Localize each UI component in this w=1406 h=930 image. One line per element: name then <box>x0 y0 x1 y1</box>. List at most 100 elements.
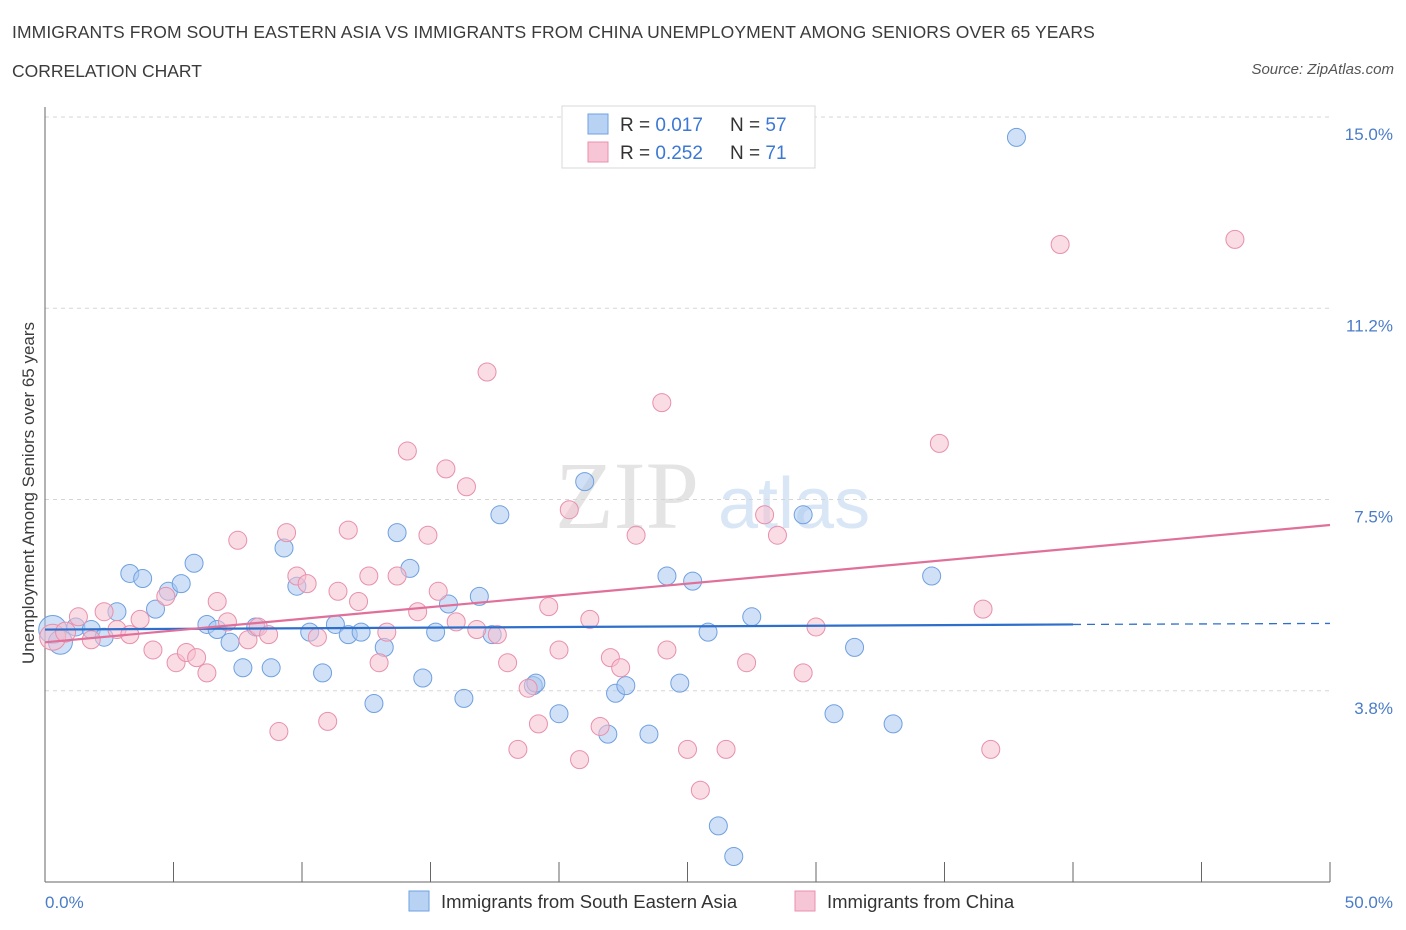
bottom-legend-label-china: Immigrants from China <box>827 891 1015 912</box>
point-sea <box>549 704 569 724</box>
point-china <box>228 530 248 550</box>
point-china <box>68 607 88 627</box>
point-sea <box>184 553 204 573</box>
y-tick-label: 11.2% <box>1346 316 1393 335</box>
point-china <box>269 722 289 742</box>
point-china <box>328 581 348 601</box>
point-china <box>477 362 497 382</box>
point-china <box>1225 229 1245 249</box>
svg-text:R = 0.017: R = 0.017 <box>620 115 703 136</box>
point-sea <box>883 714 903 734</box>
point-china <box>611 658 631 678</box>
point-china <box>580 609 600 629</box>
point-china <box>197 663 217 683</box>
svg-text:N = 71: N = 71 <box>730 143 787 164</box>
point-china <box>755 505 775 525</box>
point-china <box>767 525 787 545</box>
point-china <box>387 566 407 586</box>
legend-r-label-1: R = <box>620 115 655 136</box>
point-china <box>518 678 538 698</box>
point-china <box>678 739 697 759</box>
legend-n-label-1: N = <box>730 115 765 136</box>
point-sea <box>490 505 510 525</box>
source-credit: Source: ZipAtlas.com <box>1251 61 1394 78</box>
point-sea <box>171 574 191 594</box>
point-china <box>549 640 569 660</box>
point-china <box>973 599 993 619</box>
point-china <box>130 609 150 629</box>
point-sea <box>469 586 489 606</box>
point-china <box>559 500 579 520</box>
point-sea <box>845 637 865 657</box>
point-china <box>626 525 646 545</box>
chart-title: IMMIGRANTS FROM SOUTH EASTERN ASIA VS IM… <box>12 22 1095 42</box>
point-china <box>690 780 710 800</box>
point-china <box>498 653 518 673</box>
point-china <box>508 739 528 759</box>
point-china <box>338 520 358 540</box>
trend-line-sea-extension <box>1072 622 1331 626</box>
point-china <box>539 597 559 617</box>
point-sea <box>639 724 659 744</box>
svg-text:N = 57: N = 57 <box>730 115 787 136</box>
point-sea <box>683 571 703 591</box>
x-tick-label-max: 50.0% <box>1345 893 1393 912</box>
x-tick-label-min: 0.0% <box>45 893 84 912</box>
bottom-legend: Immigrants from South Eastern Asia Immig… <box>408 890 1015 912</box>
point-sea <box>575 472 595 492</box>
point-china <box>487 625 507 645</box>
legend-n-value-1: 57 <box>765 115 786 136</box>
legend-n-value-2: 71 <box>765 143 786 164</box>
point-china <box>377 622 397 642</box>
point-china <box>428 581 448 601</box>
point-sea <box>724 847 744 866</box>
point-sea <box>708 816 728 836</box>
y-tick-label: 3.8% <box>1354 699 1393 718</box>
point-sea <box>698 622 718 642</box>
point-china <box>307 627 327 647</box>
legend-swatch-sea <box>587 113 609 135</box>
bottom-legend-label-sea: Immigrants from South Eastern Asia <box>441 891 738 912</box>
chart-subtitle: CORRELATION CHART <box>12 61 202 81</box>
point-sea <box>616 676 636 696</box>
point-china <box>436 459 456 479</box>
point-china <box>657 640 677 660</box>
legend-r-value-1: 0.017 <box>655 115 703 136</box>
point-china <box>590 716 610 736</box>
legend-swatch-china <box>587 141 609 163</box>
point-sea <box>824 704 844 724</box>
point-china <box>456 477 476 497</box>
point-china <box>467 620 487 640</box>
point-china <box>806 617 826 637</box>
point-china <box>528 714 548 734</box>
point-china <box>369 653 389 673</box>
point-china <box>1050 235 1070 254</box>
legend-box: R = 0.017 N = 57 R = 0.252 N = 71 <box>561 105 816 169</box>
gridlines <box>45 116 1330 692</box>
point-china <box>418 525 438 545</box>
point-sea <box>922 566 942 586</box>
point-china <box>652 393 672 413</box>
trend-line-sea <box>44 623 1074 631</box>
point-sea <box>261 658 281 678</box>
svg-text:R = 0.252: R = 0.252 <box>620 143 703 164</box>
point-china <box>277 523 297 543</box>
axes: 3.8% 7.5% 11.2% 15.0% <box>44 107 1393 883</box>
point-china <box>187 648 207 668</box>
point-sea <box>387 523 407 543</box>
point-sea <box>413 668 433 688</box>
point-sea <box>426 622 446 642</box>
point-china <box>349 592 369 611</box>
point-china <box>94 602 114 622</box>
legend-r-value-2: 0.252 <box>655 143 703 164</box>
point-china <box>259 625 279 645</box>
point-china <box>929 433 949 453</box>
point-china <box>297 574 317 594</box>
point-sea <box>670 673 690 693</box>
point-china <box>238 630 258 650</box>
point-sea <box>454 688 474 708</box>
point-sea <box>657 566 677 586</box>
point-china <box>359 566 379 586</box>
point-sea <box>133 569 153 589</box>
